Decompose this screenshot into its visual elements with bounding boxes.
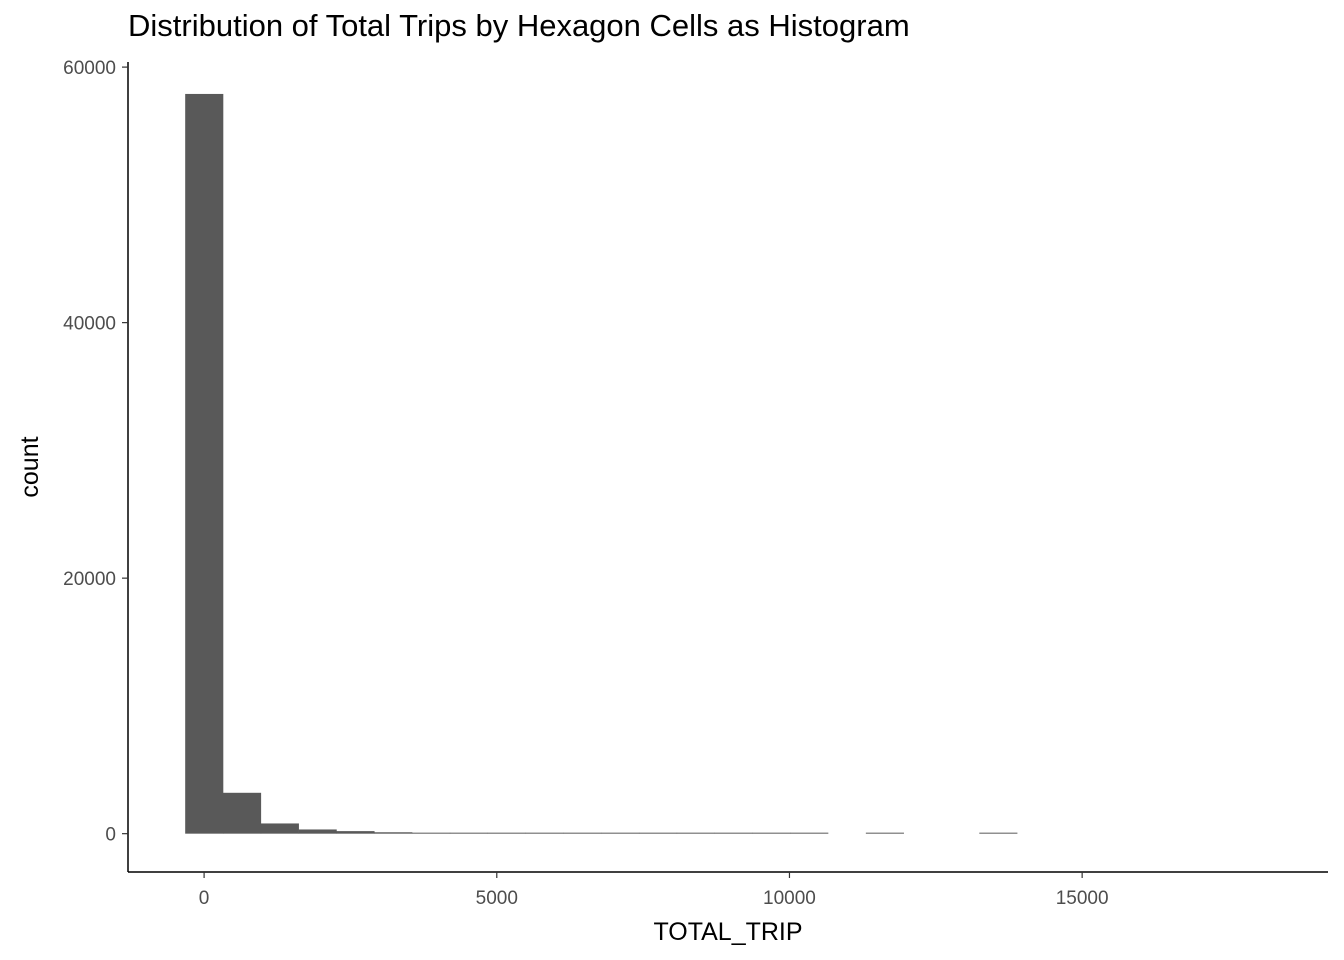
x-axis-ticks: 0 5000 10000 15000 [199, 872, 1109, 909]
chart-title: Distribution of Total Trips by Hexagon C… [128, 8, 910, 43]
histogram-bar-18 [865, 832, 904, 834]
histogram-bar-5 [374, 832, 413, 834]
histogram-bar-21 [979, 832, 1018, 834]
y-tick-label: 20000 [63, 569, 116, 590]
histogram-bar-13 [676, 832, 715, 834]
y-tick-label: 0 [105, 825, 116, 846]
y-tick-label: 40000 [63, 314, 116, 335]
y-tick-label: 60000 [63, 58, 116, 79]
histogram-bar-6 [412, 832, 451, 834]
histogram-bar-0 [185, 93, 224, 834]
histogram-bar-10 [563, 832, 602, 834]
histogram-bar-14 [714, 832, 753, 834]
histogram-bar-12 [638, 832, 678, 834]
x-axis-title: TOTAL_TRIP [653, 918, 802, 946]
x-tick-label: 5000 [476, 888, 518, 909]
x-tick-label: 10000 [763, 888, 816, 909]
histogram-bar-16 [790, 832, 829, 834]
histogram-bar-2 [260, 823, 299, 834]
histogram-bar-3 [298, 829, 337, 834]
histogram-bar-11 [601, 832, 640, 834]
histogram-bar-8 [487, 832, 526, 834]
y-axis-title: count [16, 436, 44, 497]
histogram-bars [185, 93, 1018, 834]
x-tick-label: 0 [199, 888, 210, 909]
histogram-bar-9 [525, 832, 564, 834]
y-axis-ticks: 0 20000 40000 60000 [63, 58, 128, 846]
x-tick-label: 15000 [1056, 888, 1109, 909]
histogram-bar-15 [752, 832, 791, 834]
histogram-bar-4 [336, 831, 375, 834]
histogram-bar-1 [223, 792, 262, 834]
histogram-bar-7 [449, 832, 488, 834]
